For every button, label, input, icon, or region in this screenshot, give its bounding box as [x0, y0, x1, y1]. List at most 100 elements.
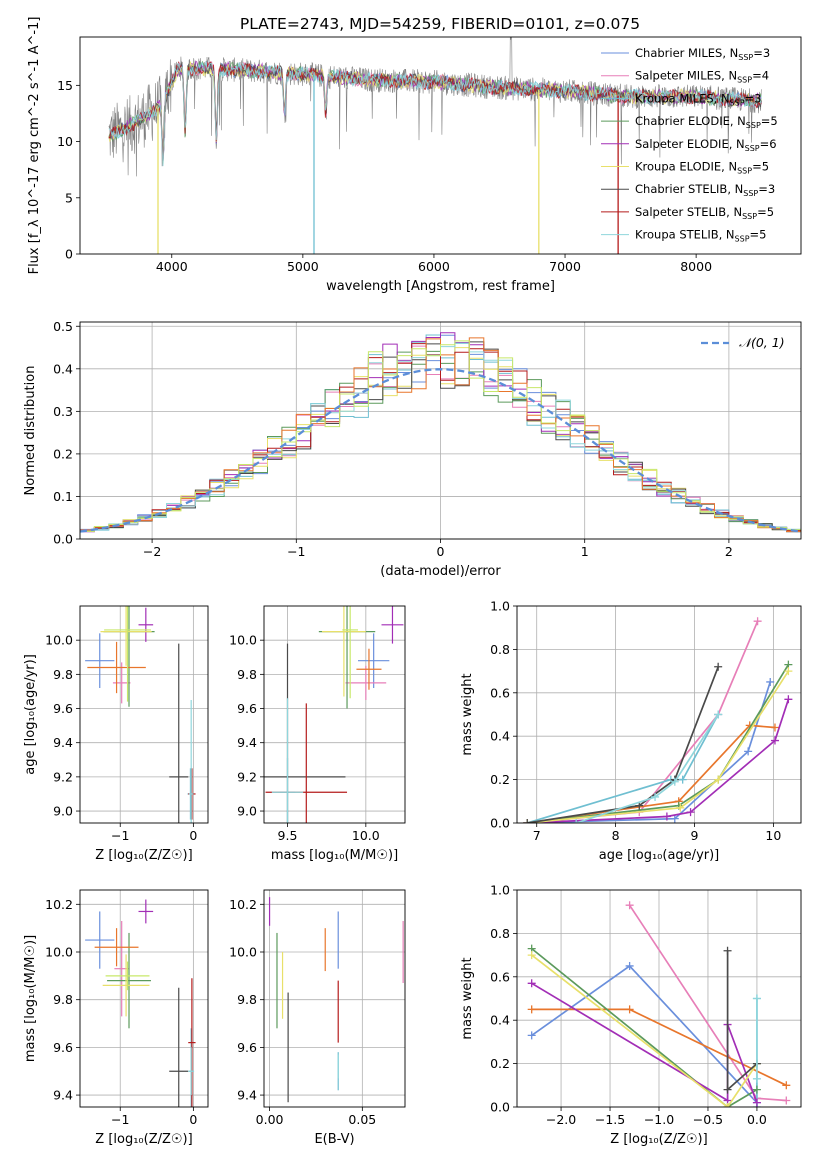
x-tick-label: 0 [437, 544, 445, 559]
x-tick-label: 1 [581, 544, 589, 559]
weight-marker [723, 1103, 732, 1107]
x-tick-label: −2 [143, 544, 161, 559]
y-tick-label: 9.4 [53, 735, 73, 750]
weight-marker [766, 677, 775, 686]
y-tick-label: 9.8 [237, 992, 257, 1007]
y-tick-label: 9.6 [53, 1040, 73, 1055]
y-tick-label: 9.6 [53, 701, 73, 716]
model-spectrum [108, 62, 762, 167]
histogram-lime [80, 340, 801, 532]
weight-marker [752, 1074, 761, 1083]
legend-entry: Salpeter MILES, NSSP=4 [635, 69, 769, 85]
y-axis-label: age [log₁₀(age/yr)] [23, 654, 38, 775]
panel-weight-vs-age: 7 8 9 10 0.0 0.2 0.4 0.6 0.8 1.0 age [log₁₀(age/yr… [460, 599, 802, 863]
weight-line-chabrier-elodie [531, 947, 758, 1107]
x-axis-label: age [log₁₀(age/yr)] [599, 848, 720, 863]
panel-age-vs-Z: −1 0 9.0 9.2 9.4 9.6 9.8 10.0 Z [log₁₀(Z/Z☉)] age… [23, 605, 209, 863]
y-tick-label: 9.0 [237, 804, 257, 819]
plot-area [85, 899, 196, 1107]
y-tick-label: 9.0 [53, 804, 73, 819]
weight-marker [670, 777, 679, 786]
plot-area [108, 37, 762, 254]
y-axis-label: mass [log₁₀(M/M☉)] [23, 935, 38, 1062]
x-tick-label: 8 [612, 828, 620, 843]
weight-marker [625, 1005, 634, 1014]
y-tick-label: 0.8 [490, 926, 510, 941]
y-tick-label: 10.0 [229, 945, 257, 960]
y-axis-label: Flux [f_λ 10^-17 erg cm^-2 s^-1 A^-1] [27, 17, 42, 275]
weight-marker [527, 979, 536, 988]
y-tick-label: 0.0 [490, 1100, 510, 1115]
y-axis-label: mass weight [460, 957, 475, 1039]
legend: Chabrier MILES, NSSP=3 Salpeter MILES, NS… [601, 46, 778, 244]
y-tick-label: 9.8 [53, 667, 73, 682]
plot-area [527, 901, 791, 1107]
x-axis-label: wavelength [Angstrom, rest frame] [326, 279, 555, 294]
panel-mass-vs-EBV: 0.00 0.05 9.4 9.6 9.8 10.0 10.2 E(B-V) [229, 889, 406, 1147]
y-tick-label: 10.0 [229, 633, 257, 648]
x-tick-label: 0.00 [256, 1112, 284, 1127]
x-axis-label: Z [log₁₀(Z/Z☉)] [95, 1132, 192, 1147]
figure-title: PLATE=2743, MJD=54259, FIBERID=0101, z=0… [240, 15, 640, 33]
axes-frame [263, 889, 406, 1108]
weight-line-kroupa-elodie [527, 670, 790, 823]
weight-marker [678, 775, 687, 784]
y-tick-label: 0.6 [490, 969, 510, 984]
plot-area [85, 606, 196, 823]
x-tick-label: −2.0 [546, 1112, 576, 1127]
weight-marker [523, 819, 532, 823]
weight-marker [527, 1031, 536, 1040]
weight-line-kroupa-miles [527, 714, 719, 823]
legend-entry: Kroupa MILES, NSSP=3 [635, 91, 761, 107]
y-tick-label: 0.6 [490, 685, 510, 700]
axes-frame [516, 605, 802, 824]
weight-marker [527, 1005, 536, 1014]
y-tick-label: 9.8 [237, 667, 257, 682]
y-tick-label: 9.2 [53, 769, 73, 784]
y-tick-label: 0.2 [490, 1056, 510, 1071]
weight-marker [662, 812, 671, 821]
weight-marker [714, 775, 723, 784]
weight-marker [770, 723, 779, 732]
y-tick-label: 0.2 [490, 772, 510, 787]
y-tick-label: 10.2 [229, 897, 257, 912]
weight-marker [670, 814, 679, 823]
weight-marker [651, 792, 660, 801]
y-tick-label: 1.0 [490, 599, 510, 614]
y-tick-label: 0 [65, 247, 73, 262]
panel-mass-vs-Z: −1 0 9.4 9.6 9.8 10.0 10.2 Z [log₁₀(Z/Z☉)] mass … [23, 889, 209, 1147]
weight-marker [752, 994, 761, 1003]
x-tick-label: −0.5 [693, 1112, 723, 1127]
weight-line-chabrier-elodie [527, 664, 790, 823]
weight-marker [744, 747, 753, 756]
weight-line-salpeter-miles [527, 620, 759, 823]
legend-entry: Chabrier ELODIE, NSSP=5 [635, 114, 778, 130]
y-tick-label: 0.2 [53, 446, 73, 461]
y-tick-label: 0.0 [53, 532, 73, 547]
panel-residual-histogram: −2 −1 0 1 2 0.0 0.1 0.2 0.3 0.4 0.5 (data-model)/er… [23, 319, 802, 579]
weight-marker [770, 736, 779, 745]
weight-marker [686, 808, 695, 817]
y-tick-label: 9.8 [53, 992, 73, 1007]
x-tick-label: −1 [111, 1112, 129, 1127]
x-axis-label: Z [log₁₀(Z/Z☉)] [610, 1132, 707, 1147]
y-tick-label: 10.0 [45, 633, 73, 648]
histogram-salpeter-stelib [80, 343, 801, 532]
weight-marker [782, 1081, 791, 1090]
x-tick-label: 5000 [287, 259, 319, 274]
y-tick-label: 9.4 [237, 1088, 257, 1103]
y-tick-label: 10.2 [45, 897, 73, 912]
weight-marker [753, 617, 762, 626]
y-tick-label: 10.0 [45, 945, 73, 960]
y-tick-label: 0.1 [53, 489, 73, 504]
weight-marker [784, 695, 793, 704]
y-tick-label: 5 [65, 190, 73, 205]
axes-frame [79, 36, 802, 255]
weight-line-orange [527, 724, 776, 823]
plot-area [523, 617, 793, 823]
weight-marker [625, 901, 634, 910]
x-tick-label: −1 [287, 544, 305, 559]
y-tick-label: 0.4 [53, 361, 73, 376]
y-axis-label: mass weight [460, 673, 475, 755]
